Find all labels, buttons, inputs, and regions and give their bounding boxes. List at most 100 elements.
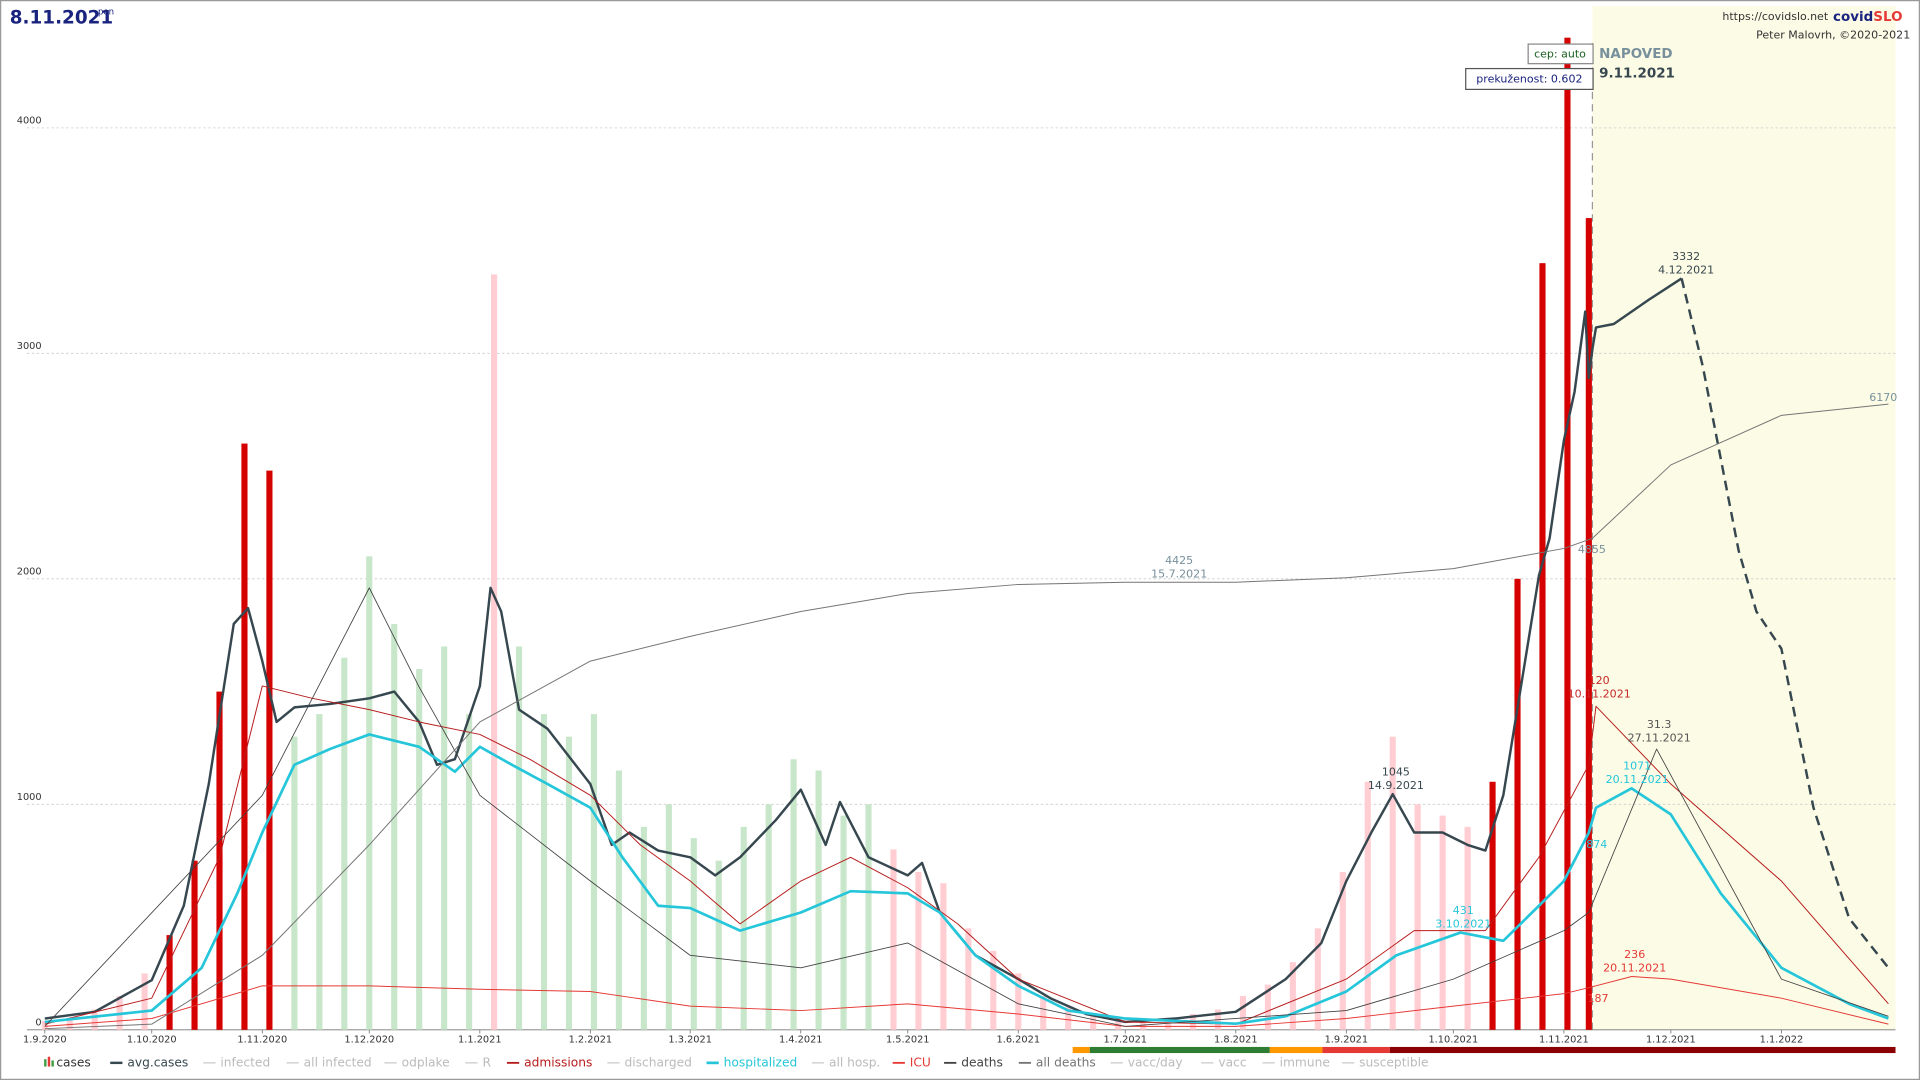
- legend-label[interactable]: deaths: [961, 1055, 1003, 1069]
- bar: [540, 714, 548, 1030]
- bar: [91, 1009, 98, 1030]
- source-url[interactable]: https://covidslo.net: [1722, 10, 1828, 23]
- y-tick-label: 4000: [17, 116, 42, 127]
- bar: [241, 443, 248, 1030]
- x-tick-label: 1.4.2021: [779, 1035, 823, 1046]
- logo-b: SLO: [1873, 10, 1902, 25]
- annotation: 874: [1586, 838, 1607, 851]
- legend-icon[interactable]: [44, 1059, 47, 1067]
- legend-icon[interactable]: [51, 1060, 54, 1067]
- bar: [840, 815, 847, 1030]
- legend-label[interactable]: susceptible: [1359, 1055, 1428, 1069]
- legend-item[interactable]: all infected: [286, 1055, 372, 1069]
- legend-label[interactable]: R: [482, 1055, 491, 1069]
- y-tick-label: 2000: [17, 566, 42, 577]
- bar: [940, 883, 947, 1030]
- legend-item[interactable]: R: [465, 1055, 491, 1069]
- legend-item[interactable]: vacc/day: [1110, 1055, 1183, 1069]
- bar: [790, 759, 797, 1030]
- bar: [166, 935, 173, 1030]
- legend-label[interactable]: immune: [1280, 1055, 1330, 1069]
- x-tick-label: 1.11.2020: [237, 1035, 287, 1046]
- series-line: [44, 976, 1889, 1027]
- legend-item[interactable]: odplake: [384, 1055, 450, 1069]
- x-tick-label: 1.8.2021: [1214, 1035, 1258, 1046]
- legend-item[interactable]: cases: [44, 1055, 91, 1069]
- annotation: 6170: [1869, 391, 1897, 404]
- legend-item[interactable]: discharged: [607, 1055, 692, 1069]
- bar: [1439, 815, 1446, 1030]
- x-tick-label: 1.9.2020: [23, 1035, 67, 1046]
- legend-item[interactable]: admissions: [506, 1055, 592, 1069]
- annotation: 1071: [1623, 760, 1651, 773]
- bar: [1040, 995, 1047, 1030]
- logo: covidSLO: [1833, 10, 1902, 25]
- legend-label[interactable]: hospitalized: [724, 1055, 798, 1069]
- bar: [341, 657, 348, 1030]
- annotation: 20.11.2021: [1603, 962, 1666, 975]
- bar: [441, 646, 448, 1030]
- logo-a: covid: [1833, 10, 1873, 25]
- legend-item[interactable]: all hosp.: [811, 1055, 881, 1069]
- x-tick-label: 1.6.2021: [996, 1035, 1040, 1046]
- bar: [1164, 1018, 1172, 1030]
- bar: [1289, 962, 1296, 1030]
- annotation: 3332: [1672, 250, 1700, 263]
- legend-label[interactable]: all hosp.: [829, 1055, 880, 1069]
- cep[interactable]: cep: auto: [1534, 47, 1586, 60]
- annotation: 3.10.2021: [1435, 917, 1491, 930]
- legend-label[interactable]: avg.cases: [127, 1055, 188, 1069]
- bar: [1585, 218, 1592, 1030]
- legend-label[interactable]: admissions: [524, 1055, 592, 1069]
- bar: [291, 736, 298, 1030]
- legend-label[interactable]: all deaths: [1036, 1055, 1096, 1069]
- x-tick-label: 1.10.2021: [1428, 1035, 1478, 1046]
- bar: [815, 770, 822, 1030]
- cep-box[interactable]: [1527, 43, 1594, 65]
- legend-item[interactable]: all deaths: [1018, 1055, 1096, 1069]
- annotation: 31.3: [1647, 718, 1672, 731]
- legend-icon[interactable]: [47, 1056, 51, 1067]
- bar: [1539, 263, 1546, 1030]
- bar: [665, 804, 672, 1030]
- bar: [316, 714, 323, 1030]
- prekuzenost[interactable]: prekuženost: 0.602: [1476, 73, 1582, 86]
- annotation: 10.11.2021: [1568, 687, 1631, 700]
- x-tick-label: 1.11.2021: [1539, 1035, 1589, 1046]
- bar: [216, 691, 223, 1030]
- legend-label[interactable]: discharged: [624, 1055, 691, 1069]
- legend-item[interactable]: vacc: [1201, 1055, 1247, 1069]
- y-tick-label: 1000: [17, 792, 42, 803]
- legend-label[interactable]: ICU: [910, 1055, 931, 1069]
- legend-label[interactable]: cases: [56, 1055, 91, 1069]
- weekday: pon: [98, 8, 114, 18]
- bar: [1464, 826, 1471, 1030]
- annotation: 236: [1624, 948, 1645, 961]
- legend-item[interactable]: susceptible: [1342, 1055, 1429, 1069]
- legend-label[interactable]: all infected: [304, 1055, 372, 1069]
- bar: [1514, 578, 1521, 1030]
- annotation: 120: [1589, 674, 1610, 687]
- legend-item[interactable]: hospitalized: [706, 1055, 798, 1069]
- legend-item[interactable]: deaths: [944, 1055, 1003, 1069]
- prekuzenost-box[interactable]: [1465, 67, 1594, 90]
- series-line: [44, 587, 1889, 1027]
- bar: [565, 736, 573, 1030]
- bar: [266, 470, 273, 1030]
- legend-item[interactable]: avg.cases: [110, 1055, 188, 1069]
- legend-label[interactable]: vacc: [1218, 1055, 1246, 1069]
- series-line: [44, 403, 1889, 1030]
- legend-label[interactable]: odplake: [402, 1055, 450, 1069]
- legend-item[interactable]: infected: [203, 1055, 270, 1069]
- legend-item[interactable]: ICU: [892, 1055, 931, 1069]
- series-line: [44, 685, 1889, 1025]
- legend-label[interactable]: infected: [220, 1055, 270, 1069]
- y-tick-label: 0: [35, 1017, 41, 1028]
- legend-item[interactable]: immune: [1262, 1055, 1330, 1069]
- bar: [416, 669, 423, 1030]
- bar: [491, 274, 498, 1030]
- bar: [1489, 781, 1496, 1030]
- legend-label[interactable]: vacc/day: [1128, 1055, 1183, 1069]
- phase-strip: [1072, 1046, 1896, 1054]
